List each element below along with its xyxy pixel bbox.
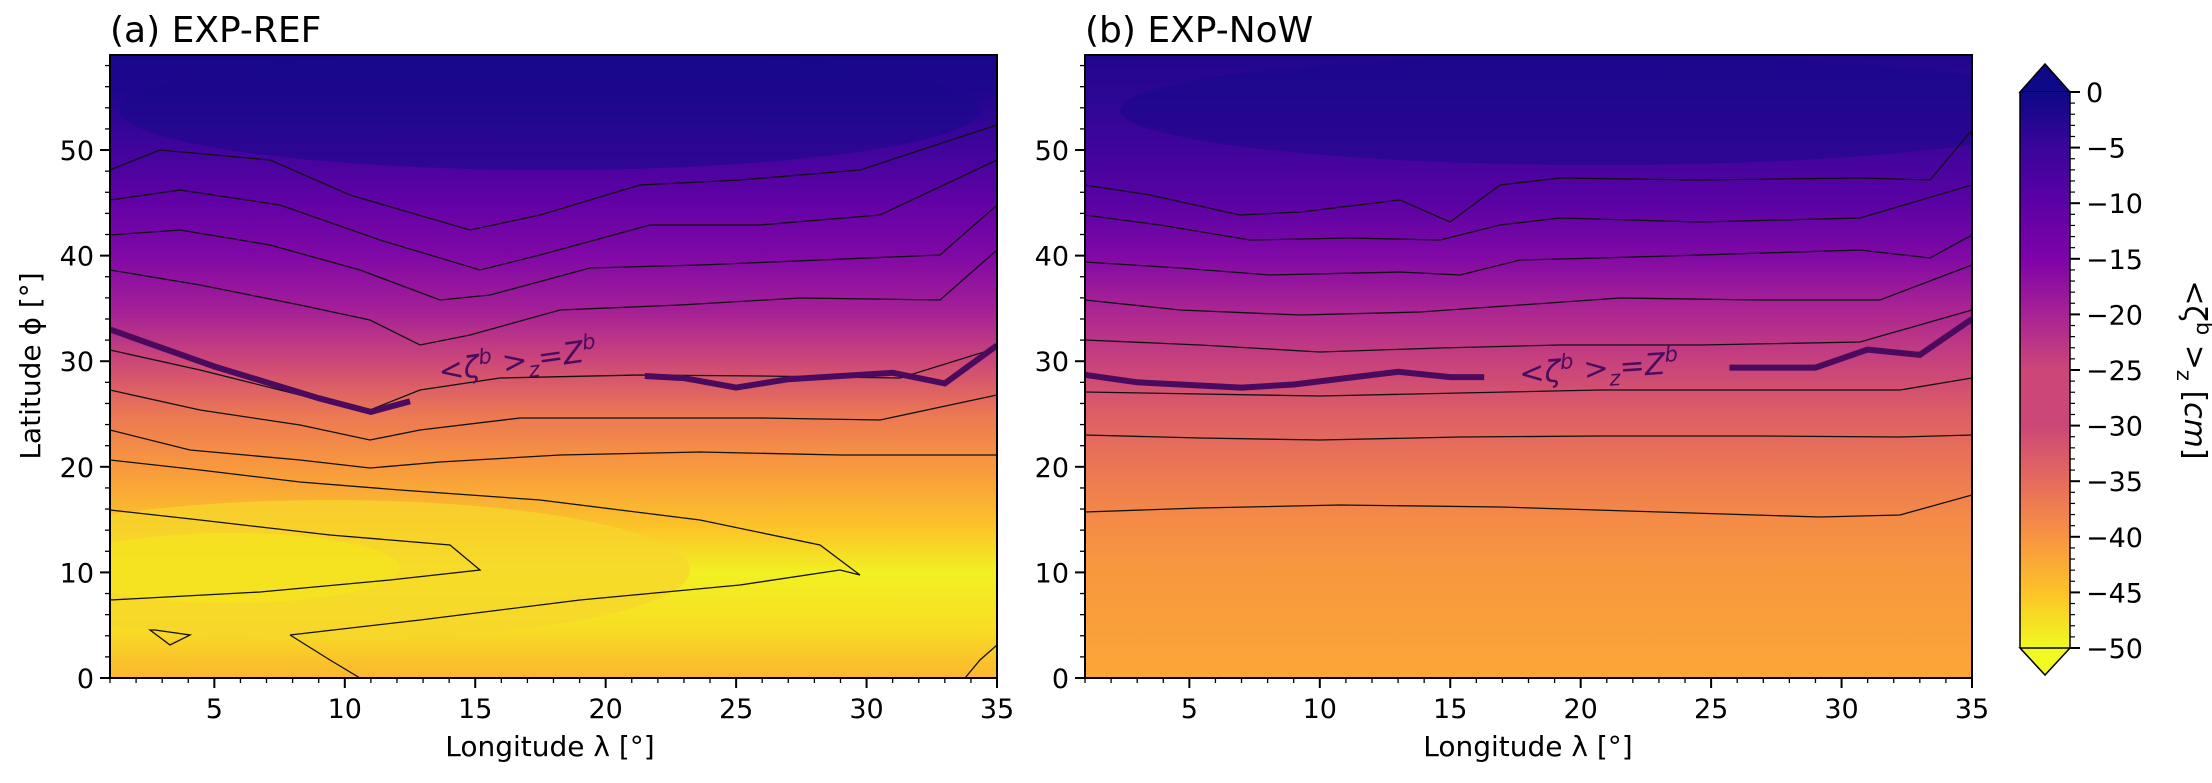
panel-exp-ref: (a) EXP-REF <ζb >z=Zb bbox=[14, 10, 1014, 763]
x-tick-label: 35 bbox=[1955, 694, 1989, 725]
colorbar-tick-label: −35 bbox=[2086, 467, 2143, 498]
contour-line bbox=[1085, 234, 1972, 276]
colorbar-gradient bbox=[2020, 92, 2070, 648]
panel-a-axes: 5 10 15 20 25 30 35 0 10 20 30 40 50 bbox=[60, 64, 1014, 725]
panel-b-axes: 5 10 15 20 25 30 35 0 10 20 30 40 50 bbox=[1035, 64, 1989, 725]
panel-b-xlabel: Longitude λ [°] bbox=[1423, 730, 1632, 763]
colorbar-tick-label: −5 bbox=[2086, 134, 2126, 165]
contour-line bbox=[110, 429, 997, 469]
contour-line bbox=[148, 629, 193, 646]
y-tick-label: 30 bbox=[60, 347, 94, 378]
x-tick-label: 20 bbox=[1563, 694, 1597, 725]
x-tick-label: 15 bbox=[458, 694, 492, 725]
y-tick-label: 40 bbox=[60, 242, 94, 273]
colorbar-tick-label: −50 bbox=[2086, 634, 2143, 665]
x-tick-label: 30 bbox=[849, 694, 883, 725]
contour-line bbox=[110, 204, 997, 301]
panel-b-zero-line-left bbox=[1085, 368, 1485, 391]
colorbar-ticks: 0 −5 −10 −15 −20 −25 −30 −35 −40 −45 −50 bbox=[2070, 78, 2143, 665]
x-tick-label: 30 bbox=[1824, 694, 1858, 725]
contour-line bbox=[110, 459, 861, 636]
x-tick-label: 5 bbox=[1181, 694, 1198, 725]
colorbar-tick-label: −20 bbox=[2086, 300, 2143, 331]
y-tick-label: 50 bbox=[60, 136, 94, 167]
x-tick-label: 5 bbox=[206, 694, 223, 725]
contour-line bbox=[1085, 494, 1972, 518]
contour-line bbox=[289, 634, 361, 678]
panel-a-xlabel: Longitude λ [°] bbox=[445, 730, 654, 763]
y-tick-label: 20 bbox=[60, 453, 94, 484]
colorbar-tick-label: −10 bbox=[2086, 189, 2143, 220]
contour-line bbox=[964, 644, 997, 678]
colorbar-tick-label: −45 bbox=[2086, 578, 2143, 609]
contour-line bbox=[110, 249, 997, 346]
x-tick-label: 25 bbox=[1694, 694, 1728, 725]
contour-line bbox=[110, 389, 997, 441]
x-tick-label: 10 bbox=[328, 694, 362, 725]
panel-a-ylabel: Latitude ϕ [°] bbox=[14, 272, 47, 459]
panel-a-title: (a) EXP-REF bbox=[110, 10, 321, 51]
x-tick-label: 15 bbox=[1433, 694, 1467, 725]
contour-line bbox=[1085, 184, 1972, 241]
panel-b-contours bbox=[1085, 129, 1972, 518]
colorbar-tick-label: −40 bbox=[2086, 523, 2143, 554]
colorbar-extend-bottom bbox=[2018, 647, 2072, 677]
panel-b-cold-core bbox=[1120, 55, 1972, 165]
contour-line bbox=[1085, 264, 1972, 316]
y-tick-label: 50 bbox=[1035, 136, 1069, 167]
colorbar-extend-top bbox=[2018, 62, 2072, 93]
colorbar: 0 −5 −10 −15 −20 −25 −30 −35 −40 −45 −50 <ζb >z [c… bbox=[2018, 62, 2212, 677]
colorbar-tick-label: −15 bbox=[2086, 245, 2143, 276]
contour-line bbox=[110, 159, 997, 271]
contour-line bbox=[1085, 129, 1972, 223]
x-tick-label: 10 bbox=[1303, 694, 1337, 725]
y-tick-label: 10 bbox=[1035, 558, 1069, 589]
panel-b-plot-area: <ζb >z=Zb bbox=[1085, 55, 1972, 678]
panel-a-zero-line-right bbox=[644, 342, 997, 391]
x-tick-label: 25 bbox=[719, 694, 753, 725]
x-tick-label: 20 bbox=[588, 694, 622, 725]
colorbar-tick-label: 0 bbox=[2086, 78, 2103, 109]
colorbar-tick-label: −30 bbox=[2086, 412, 2143, 443]
contour-line bbox=[1085, 377, 1972, 397]
contour-line bbox=[110, 509, 482, 601]
contour-line bbox=[1085, 434, 1972, 441]
contour-line bbox=[1085, 309, 1972, 353]
y-tick-label: 30 bbox=[1035, 347, 1069, 378]
panel-exp-now: (b) EXP-NoW <ζb >z=Zb 5 10 15 20 25 30 35 0 10 20… bbox=[1035, 10, 1990, 763]
panel-a-cold-core bbox=[120, 55, 980, 170]
panel-a-zero-line-left bbox=[110, 326, 411, 416]
panel-b-title: (b) EXP-NoW bbox=[1085, 10, 1313, 51]
y-tick-label: 10 bbox=[60, 558, 94, 589]
y-tick-label: 0 bbox=[77, 664, 94, 695]
colorbar-label: <ζb >z [cm] bbox=[2172, 280, 2212, 459]
panel-a-plot-area: <ζb >z=Zb bbox=[110, 55, 997, 678]
panel-b-zero-line-right bbox=[1729, 316, 1972, 371]
y-tick-label: 0 bbox=[1052, 664, 1069, 695]
y-tick-label: 20 bbox=[1035, 453, 1069, 484]
colorbar-tick-label: −25 bbox=[2086, 356, 2143, 387]
x-tick-label: 35 bbox=[980, 694, 1014, 725]
contour-line bbox=[110, 124, 997, 231]
y-tick-label: 40 bbox=[1035, 242, 1069, 273]
